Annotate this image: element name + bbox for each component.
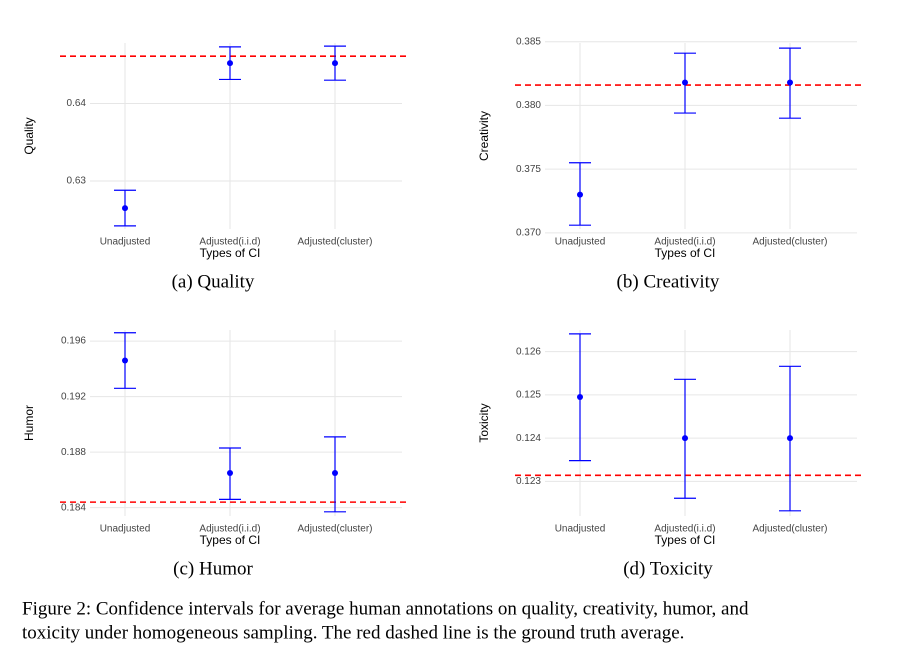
y-axis-label: Humor <box>22 405 36 441</box>
point <box>682 435 688 442</box>
x-tick-label: Adjusted(i.i.d) <box>654 524 715 535</box>
x-tick-label: Adjusted(i.i.d) <box>654 237 715 248</box>
chart-title: (d) Toxicity <box>623 558 713 579</box>
x-tick-label: Adjusted(i.i.d) <box>199 237 260 248</box>
y-tick-label: 0.196 <box>61 336 86 347</box>
y-tick-label: 0.184 <box>61 502 86 513</box>
y-tick-label: 0.370 <box>516 227 541 238</box>
x-axis-label: Types of CI <box>655 246 716 260</box>
y-tick-label: 0.126 <box>516 346 541 357</box>
point <box>227 469 233 476</box>
x-tick-label: Unadjusted <box>555 237 606 248</box>
y-axis-label: Quality <box>22 117 36 154</box>
point <box>577 394 583 401</box>
y-tick-label: 0.188 <box>61 447 86 458</box>
x-axis-label: Types of CI <box>200 533 261 547</box>
y-tick-label: 0.125 <box>516 390 541 401</box>
x-tick-label: Unadjusted <box>100 237 151 248</box>
x-tick-label: Unadjusted <box>100 524 151 535</box>
caption: toxicity under homogeneous sampling. The… <box>22 622 684 643</box>
y-tick-label: 0.375 <box>516 164 541 175</box>
x-tick-label: Adjusted(cluster) <box>297 237 372 248</box>
point <box>332 469 338 476</box>
point <box>787 435 793 442</box>
x-axis-label: Types of CI <box>200 246 261 260</box>
chart-title: (c) Humor <box>173 558 253 579</box>
point <box>787 79 793 86</box>
x-tick-label: Adjusted(cluster) <box>297 524 372 535</box>
point <box>682 79 688 86</box>
x-tick-label: Adjusted(cluster) <box>752 524 827 535</box>
point <box>122 357 128 364</box>
chart-title: (b) Creativity <box>617 271 720 292</box>
chart-title: (a) Quality <box>172 271 255 292</box>
point <box>122 205 128 212</box>
y-tick-label: 0.380 <box>516 100 541 111</box>
y-tick-label: 0.124 <box>516 433 541 444</box>
x-axis-label: Types of CI <box>655 533 716 547</box>
y-tick-label: 0.385 <box>516 36 541 47</box>
point <box>227 60 233 67</box>
y-tick-label: 0.192 <box>61 391 86 402</box>
x-tick-label: Adjusted(i.i.d) <box>199 524 260 535</box>
y-axis-label: Toxicity <box>477 403 491 442</box>
y-axis-label: Creativity <box>477 111 491 161</box>
point <box>577 191 583 198</box>
y-tick-label: 0.64 <box>67 98 87 109</box>
y-tick-label: 0.63 <box>67 176 87 187</box>
y-tick-label: 0.123 <box>516 476 541 487</box>
x-tick-label: Adjusted(cluster) <box>752 237 827 248</box>
x-tick-label: Unadjusted <box>555 524 606 535</box>
point <box>332 60 338 67</box>
caption: Figure 2: Confidence intervals for avera… <box>22 598 749 619</box>
